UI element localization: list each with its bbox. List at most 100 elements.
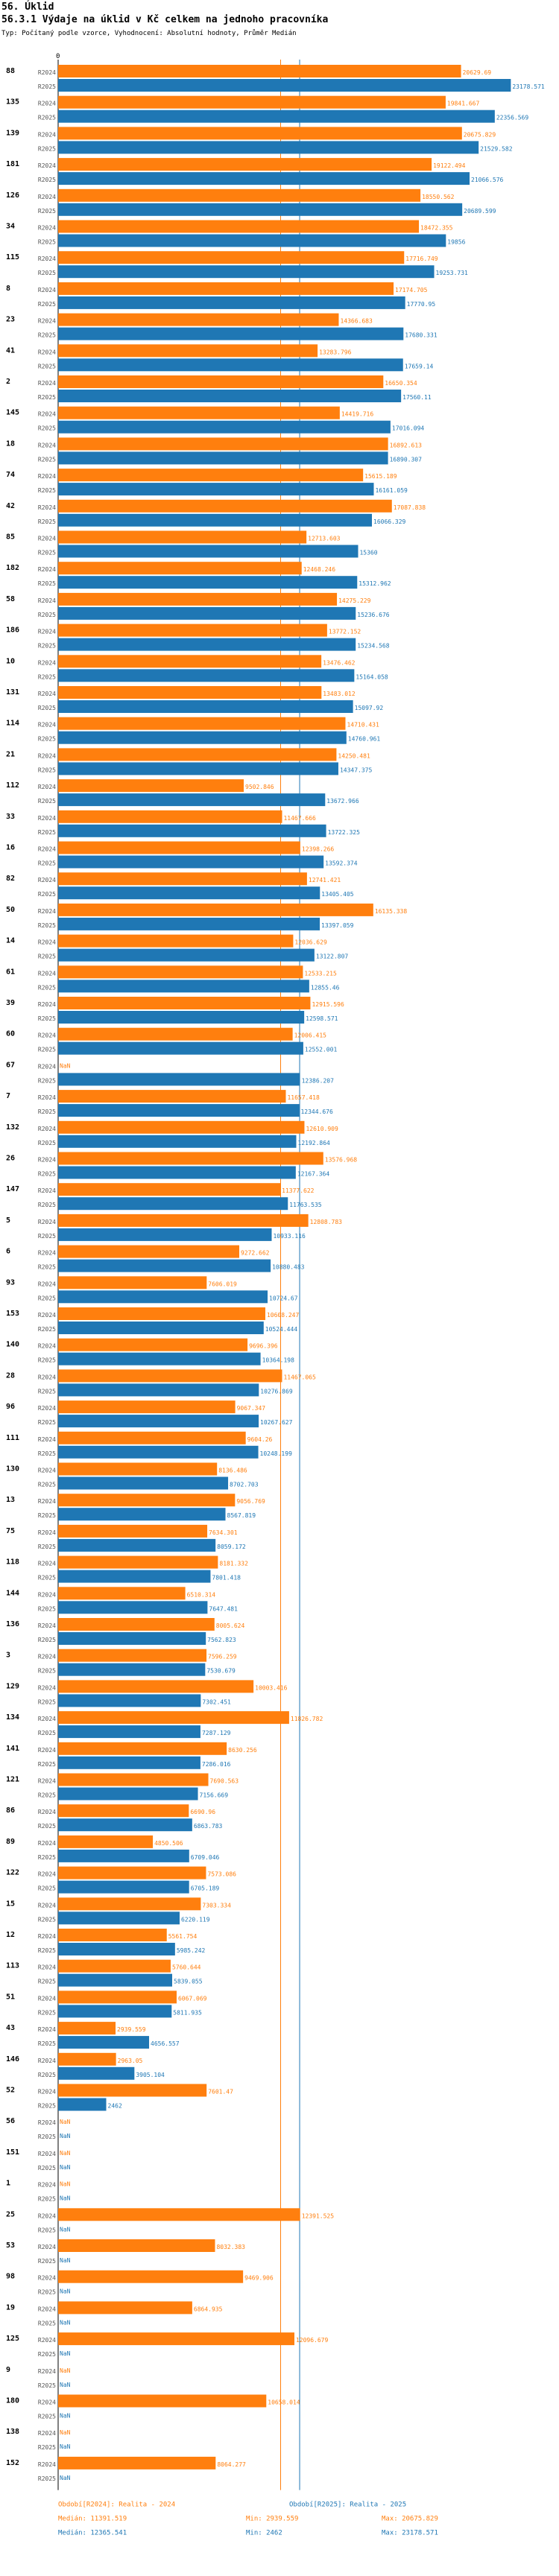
nan-label: NaN	[60, 2195, 71, 2202]
series-label: R2025	[38, 612, 56, 618]
category-label: 82	[6, 875, 15, 883]
series-label: R2024	[38, 1126, 56, 1132]
bar-r2024	[58, 1804, 189, 1818]
bar-value-label: 14250.481	[338, 752, 370, 759]
bar-value-label: 14419.716	[341, 411, 374, 418]
bar-r2025	[58, 1725, 200, 1739]
bar-value-label: 10524.444	[265, 1326, 298, 1333]
series-label: R2025	[38, 550, 56, 556]
category-label: 88	[6, 67, 15, 75]
bar-value-label: 12713.603	[308, 536, 341, 542]
bar-value-label: 19841.667	[447, 101, 480, 107]
series-label: R2025	[38, 208, 56, 215]
bar-value-label: 18472.355	[420, 225, 453, 232]
series-label: R2024	[38, 1436, 56, 1443]
nan-label: NaN	[60, 2475, 71, 2481]
category-label: 15	[6, 1900, 15, 1908]
bar-r2024	[58, 1369, 282, 1383]
bar-value-label: 7634.301	[209, 1529, 238, 1536]
series-label: R2024	[38, 1405, 56, 1412]
bar-value-label: 5760.644	[172, 1964, 201, 1971]
bar-r2025	[58, 1290, 268, 1304]
bar-r2024	[58, 841, 300, 854]
bar-r2024	[58, 2239, 215, 2252]
bar-r2025	[58, 79, 511, 92]
series-label: R2024	[38, 473, 56, 480]
bar-r2024	[58, 2270, 244, 2283]
bar-r2024	[58, 2456, 216, 2469]
series-label: R2025	[38, 1295, 56, 1301]
series-label: R2024	[38, 2119, 56, 2126]
bar-value-label: 3905.104	[136, 2072, 165, 2078]
bar-r2024	[58, 95, 446, 109]
category-label: 125	[6, 2335, 19, 2343]
series-label: R2025	[38, 239, 56, 246]
bar-r2024	[58, 251, 405, 264]
bar-value-label: 9056.769	[236, 1498, 265, 1505]
category-label: 61	[6, 968, 15, 976]
bar-r2024	[58, 1120, 305, 1134]
bar-value-label: 12344.676	[300, 1108, 333, 1115]
series-label: R2025	[38, 487, 56, 494]
bar-r2024	[58, 872, 307, 886]
bar-r2024	[58, 655, 322, 668]
category-label: 118	[6, 1558, 19, 1567]
bar-value-label: 11657.418	[287, 1094, 320, 1101]
category-label: 147	[6, 1185, 19, 1193]
nan-label: NaN	[60, 2164, 71, 2171]
bar-r2024	[58, 1990, 177, 2004]
bar-value-label: 17680.331	[405, 332, 438, 339]
bar-r2024	[58, 1276, 207, 1289]
bar-r2025	[58, 1663, 206, 1676]
bar-value-label: 8136.486	[218, 1468, 247, 1474]
series-label: R2024	[38, 2368, 56, 2375]
bar-r2024	[58, 1587, 186, 1600]
category-label: 60	[6, 1030, 15, 1038]
category-label: 74	[6, 471, 15, 479]
category-label: 1	[6, 2180, 10, 2188]
category-label: 18	[6, 440, 15, 448]
bar-r2025	[58, 669, 355, 682]
series-label: R2024	[38, 722, 56, 729]
series-label: R2025	[38, 1544, 56, 1550]
category-label: 14	[6, 937, 15, 945]
series-label: R2025	[38, 705, 56, 711]
bar-r2024	[58, 1152, 323, 1165]
bar-value-label: 19856	[447, 239, 465, 246]
bar-value-label: 17659.14	[405, 363, 434, 369]
series-label: R2024	[38, 1871, 56, 1878]
category-label: 33	[6, 813, 15, 821]
series-label: R2025	[38, 673, 56, 680]
bar-value-label: 7286.016	[202, 1761, 231, 1768]
series-label: R2025	[38, 2320, 56, 2326]
bar-value-label: 6705.189	[191, 1885, 220, 1892]
legend-stat-2024: Medián: 11391.519	[58, 2516, 127, 2523]
bar-r2025	[58, 1880, 189, 1894]
bar-value-label: 9604.26	[247, 1436, 273, 1443]
series-label: R2024	[38, 597, 56, 604]
bar-value-label: 12915.596	[312, 1001, 344, 1008]
bar-r2024	[58, 1711, 289, 1725]
series-label: R2024	[38, 2461, 56, 2468]
bar-r2025	[58, 1818, 192, 1832]
bar-value-label: 13772.152	[329, 629, 361, 635]
category-label: 138	[6, 2428, 19, 2436]
category-label: 112	[6, 781, 19, 790]
category-label: 139	[6, 129, 19, 137]
category-label: 130	[6, 1465, 19, 1473]
series-label: R2024	[38, 659, 56, 666]
bar-value-label: 10364.198	[262, 1357, 295, 1364]
series-label: R2025	[38, 1419, 56, 1426]
series-label: R2024	[38, 1684, 56, 1691]
category-label: 2	[6, 378, 10, 386]
category-label: 182	[6, 564, 19, 572]
category-label: 43	[6, 2024, 15, 2032]
series-label: R2025	[38, 1668, 56, 1675]
category-label: 134	[6, 1713, 19, 1722]
series-label: R2025	[38, 1108, 56, 1115]
series-label: R2025	[38, 1357, 56, 1364]
bar-r2025	[58, 234, 446, 247]
bar-r2024	[58, 1400, 236, 1414]
bar-r2024	[58, 2394, 267, 2408]
nan-label: NaN	[60, 2133, 71, 2139]
